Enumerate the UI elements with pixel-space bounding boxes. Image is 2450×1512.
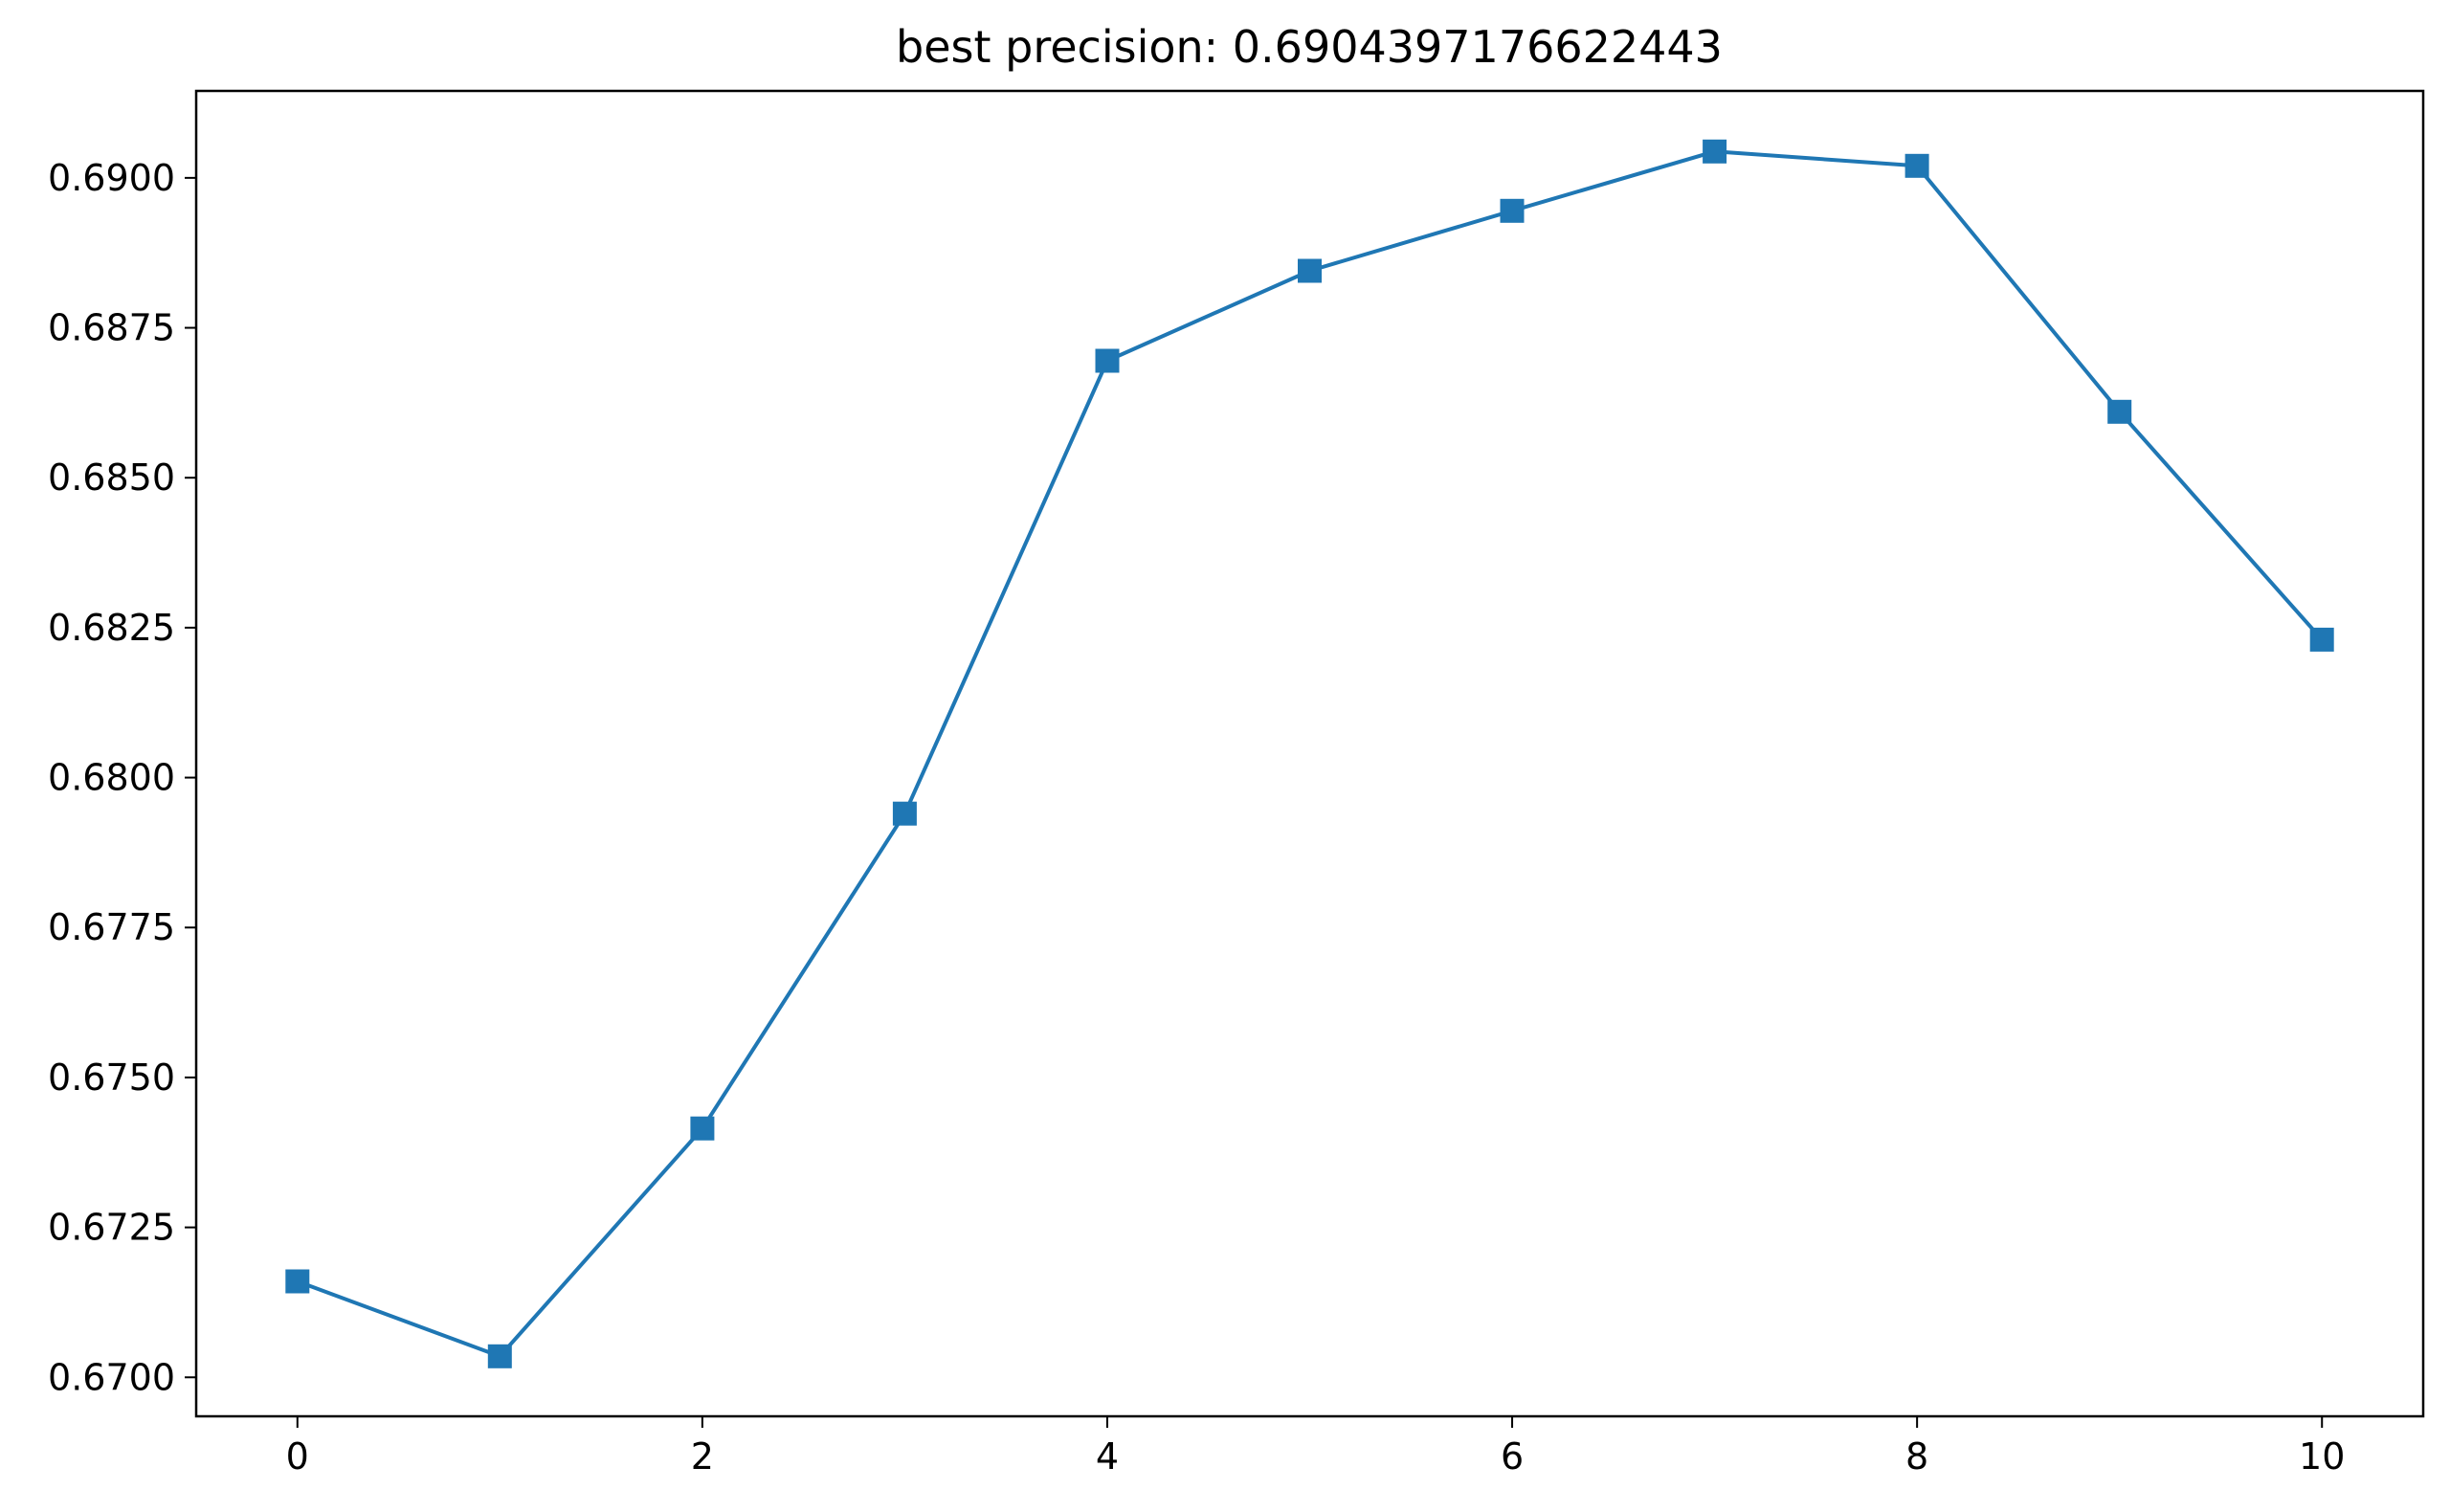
y-tick-label: 0.6700 — [48, 1356, 175, 1398]
data-point-marker — [1095, 348, 1120, 373]
data-point-marker — [1703, 139, 1727, 164]
y-tick-label: 0.6775 — [48, 906, 175, 948]
x-tick-label: 4 — [1096, 1435, 1119, 1478]
data-point-marker — [2309, 627, 2334, 652]
plot-series — [285, 139, 2334, 1368]
x-tick-label: 8 — [1905, 1435, 1928, 1478]
x-tick-label: 2 — [691, 1435, 714, 1478]
y-axis: 0.6700 0.6725 0.6750 0.6775 0.6800 0.6825 0.68… — [48, 157, 196, 1398]
y-tick-label: 0.6825 — [48, 607, 175, 649]
chart-title: best precision: 0.6904397176622443 — [896, 21, 1723, 73]
data-point-marker — [1904, 153, 1929, 178]
plot-area-frame — [194, 89, 2425, 1418]
x-axis: 0 2 4 6 8 10 — [286, 1416, 2345, 1478]
data-point-marker — [2107, 399, 2132, 424]
x-tick-label: 6 — [1501, 1435, 1524, 1478]
data-point-marker — [487, 1344, 512, 1368]
y-tick-label: 0.6800 — [48, 757, 175, 799]
y-tick-label: 0.6850 — [48, 456, 175, 499]
data-point-marker — [1298, 258, 1322, 283]
data-point-marker — [285, 1269, 310, 1294]
data-point-marker — [892, 801, 917, 826]
y-tick-label: 0.6750 — [48, 1056, 175, 1099]
x-tick-label: 0 — [286, 1435, 309, 1478]
data-point-marker — [1500, 198, 1525, 223]
y-tick-label: 0.6725 — [48, 1207, 175, 1249]
x-tick-label: 10 — [2299, 1435, 2345, 1478]
data-point-marker — [690, 1116, 715, 1141]
y-tick-label: 0.6875 — [48, 307, 175, 349]
series-line — [297, 149, 2324, 1359]
y-tick-label: 0.6900 — [48, 157, 175, 199]
